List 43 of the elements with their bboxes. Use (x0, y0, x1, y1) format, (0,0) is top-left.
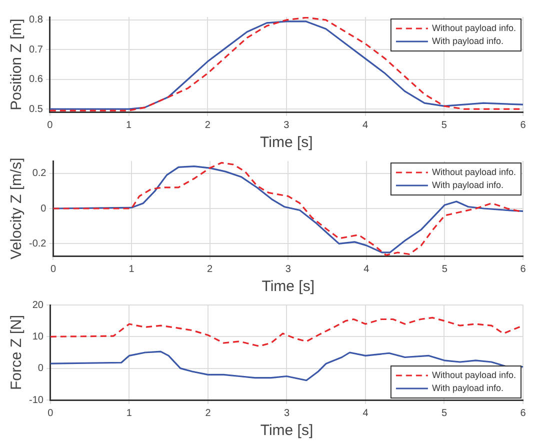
x-axis-title: Time [s] (262, 278, 315, 296)
x-tick-label: 0 (50, 264, 56, 275)
y-tick-label: 20 (32, 300, 44, 311)
y-tick-label: 0.6 (28, 74, 44, 86)
x-tick-label: 1 (126, 120, 132, 131)
y-tick-label: 0.8 (28, 14, 44, 26)
y-tick-label: 0 (38, 363, 44, 374)
x-tick-label: 1 (128, 264, 135, 275)
legend-label: With payload info. (432, 382, 504, 393)
x-tick-label: 5 (441, 408, 448, 419)
y-tick-label: 0.7 (28, 44, 44, 56)
x-tick-label: 2 (205, 408, 212, 419)
legend-label: Without payload info. (432, 166, 516, 177)
x-axis-title: Time [s] (260, 134, 313, 152)
x-tick-label: 4 (364, 264, 370, 275)
y-tick-label: 0.2 (32, 168, 47, 180)
y-axis-title: Position Z [m] (8, 18, 26, 110)
y-tick-label: -0.2 (28, 238, 47, 250)
x-tick-label: 6 (520, 264, 526, 275)
x-axis-title: Time [s] (260, 422, 314, 440)
legend-label: With payload info. (432, 180, 504, 190)
x-tick-label: 3 (284, 120, 290, 131)
x-tick-label: 6 (520, 408, 526, 419)
x-tick-label: 4 (362, 408, 369, 419)
legend-label: Without payload info. (432, 22, 516, 33)
x-tick-label: 2 (207, 264, 214, 275)
y-tick-label: 0 (40, 203, 47, 214)
y-axis-title: Force Z [N] (8, 314, 26, 390)
x-tick-label: 6 (520, 120, 526, 131)
x-tick-label: 5 (441, 120, 448, 131)
y-tick-label: 10 (32, 331, 44, 342)
legend-label: With payload info. (432, 36, 504, 46)
x-tick-label: 1 (126, 408, 132, 419)
x-tick-label: 4 (362, 120, 369, 131)
legend-label: Without payload info. (432, 370, 516, 380)
y-axis-title: Velocity Z [m/s] (8, 158, 26, 260)
x-tick-label: 5 (442, 264, 448, 275)
x-tick-label: 2 (204, 120, 211, 131)
x-tick-label: 0 (48, 408, 54, 419)
y-tick-label: -10 (29, 394, 44, 406)
x-tick-label: 3 (284, 408, 290, 419)
x-tick-label: 3 (285, 264, 292, 275)
y-tick-label: 0.5 (28, 104, 44, 115)
